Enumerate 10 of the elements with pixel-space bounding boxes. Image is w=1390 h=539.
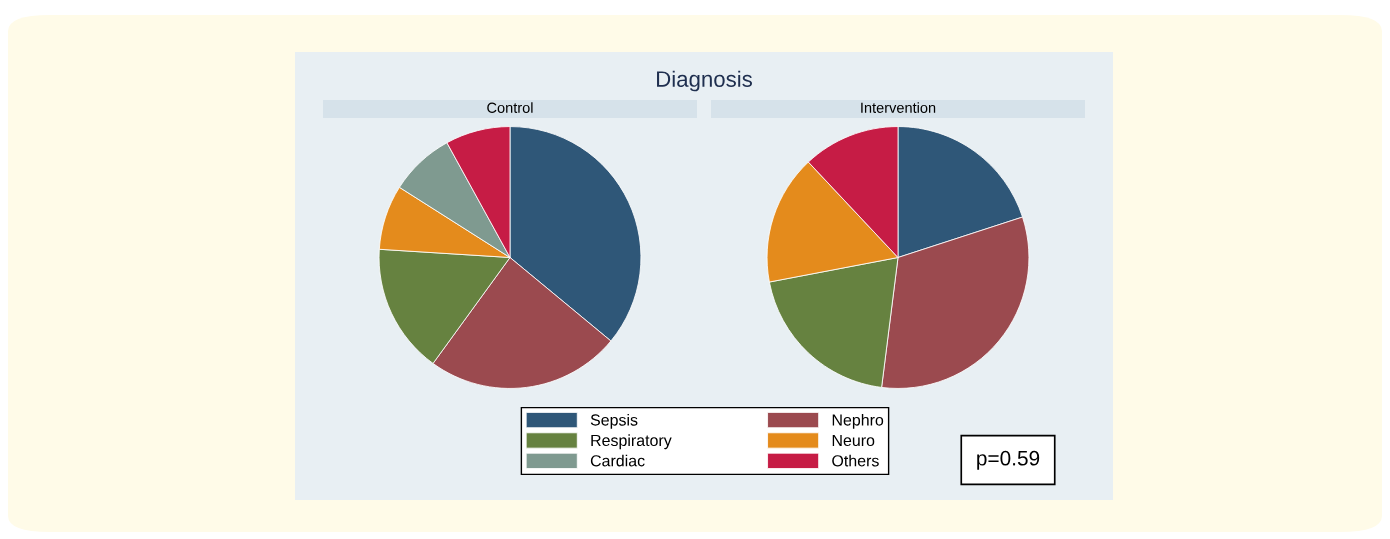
legend-label: Neuro	[832, 434, 875, 447]
legend-label: Nephro	[832, 413, 884, 429]
legend-label: Others	[832, 454, 879, 467]
chart-subtitle: Control	[487, 102, 533, 113]
legend-label: Cardiac	[590, 454, 645, 467]
chart-title: Diagnosis	[657, 70, 752, 92]
chart-subtitle: Intervention	[861, 102, 936, 113]
legend-label: Sepsis	[590, 413, 638, 429]
legend-label: Respiratory	[591, 434, 672, 450]
text: p=0.59	[977, 450, 1040, 470]
